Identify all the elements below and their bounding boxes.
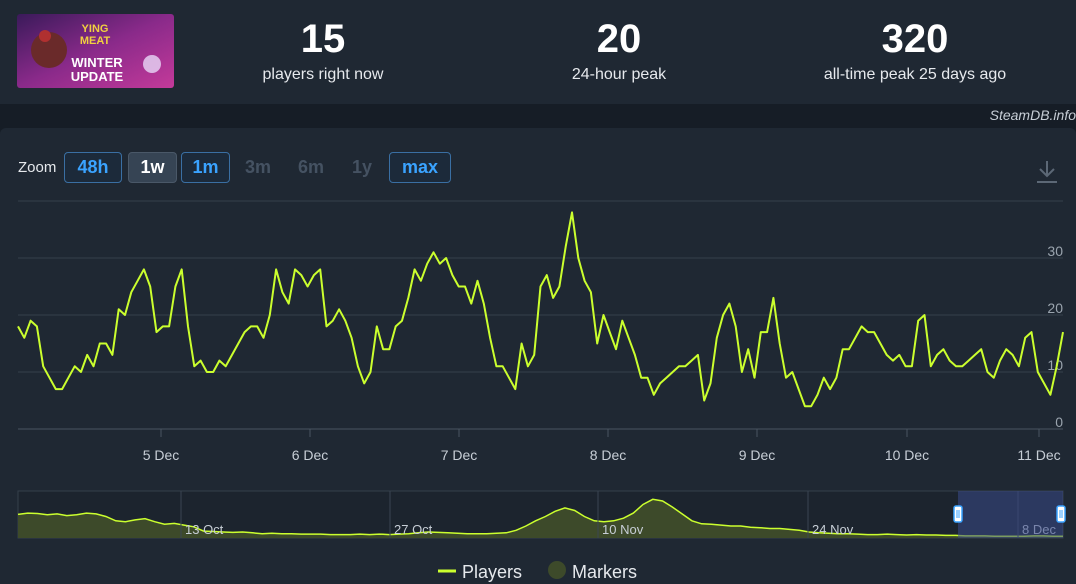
x-axis-ticks: 5 Dec 6 Dec 7 Dec 8 Dec 9 Dec 10 Dec 11 Dec [143,429,1061,463]
stat-current-players: 15 players right now [223,14,423,86]
zoom-button-1w[interactable]: 1w [128,152,177,183]
stat-label: all-time peak 25 days ago [823,66,1007,83]
thumb-line4: UPDATE [71,69,124,84]
y-tick-label: 20 [1047,300,1063,316]
header-panel: YING MEAT WINTER UPDATE 15 players right… [0,0,1076,104]
navigator-tick-label: 13 Oct [185,522,224,537]
legend: Players Markers [438,561,637,582]
stat-value: 15 [300,17,346,61]
navigator-handle-right[interactable] [1056,505,1066,523]
navigator-tick-label: 24 Nov [812,522,854,537]
zoom-button-1y: 1y [351,157,373,177]
stat-value: 320 [881,17,949,61]
game-thumbnail-art: YING MEAT WINTER UPDATE [17,14,174,88]
grid-lines [18,200,1063,430]
x-tick-label: 8 Dec [590,447,627,463]
players-line [17,211,1064,408]
x-tick-label: 5 Dec [143,447,180,463]
game-thumbnail[interactable]: YING MEAT WINTER UPDATE [17,14,174,88]
legend-item-markers[interactable]: Markers [548,561,637,582]
y-tick-label: 0 [1055,414,1063,430]
credit-link[interactable]: SteamDB.info [989,107,1076,123]
x-tick-label: 6 Dec [292,447,329,463]
y-tick-label: 30 [1047,243,1063,259]
thumb-line3: WINTER [71,55,123,70]
legend-item-players[interactable]: Players [438,562,522,582]
zoom-button-48h[interactable]: 48h [64,152,122,183]
zoom-button-max[interactable]: max [389,152,451,183]
stat-all-time-peak: 320 all-time peak 25 days ago [795,14,1035,86]
zoom-button-1m[interactable]: 1m [181,152,230,183]
navigator-tick-label: 10 Nov [602,522,644,537]
y-tick-label: 10 [1047,357,1063,373]
stat-24h-peak: 20 24-hour peak [519,14,719,86]
navigator-tick-label: 27 Oct [394,522,433,537]
navigator-handle-left[interactable] [953,505,963,523]
x-tick-label: 7 Dec [441,447,478,463]
x-tick-label: 9 Dec [739,447,776,463]
zoom-button-3m: 3m [244,157,271,177]
navigator-selection[interactable] [958,491,1063,538]
stat-label: players right now [262,66,384,83]
stat-label: 24-hour peak [571,66,667,83]
navigator-line [17,498,1063,538]
legend-circle-symbol [548,561,566,579]
y-axis-ticks: 0 10 20 30 [1047,243,1063,430]
zoom-button-6m: 6m [297,157,324,177]
x-tick-label: 10 Dec [885,447,929,463]
players-series [17,211,1064,408]
download-icon[interactable] [1034,158,1060,186]
x-tick-label: 11 Dec [1017,447,1060,463]
legend-label: Players [462,562,522,582]
thumb-line2: MEAT [80,35,111,47]
stat-value: 20 [596,17,642,61]
legend-label: Markers [572,562,637,582]
thumb-line1: YING [82,23,109,35]
zoom-label: Zoom [18,159,57,176]
